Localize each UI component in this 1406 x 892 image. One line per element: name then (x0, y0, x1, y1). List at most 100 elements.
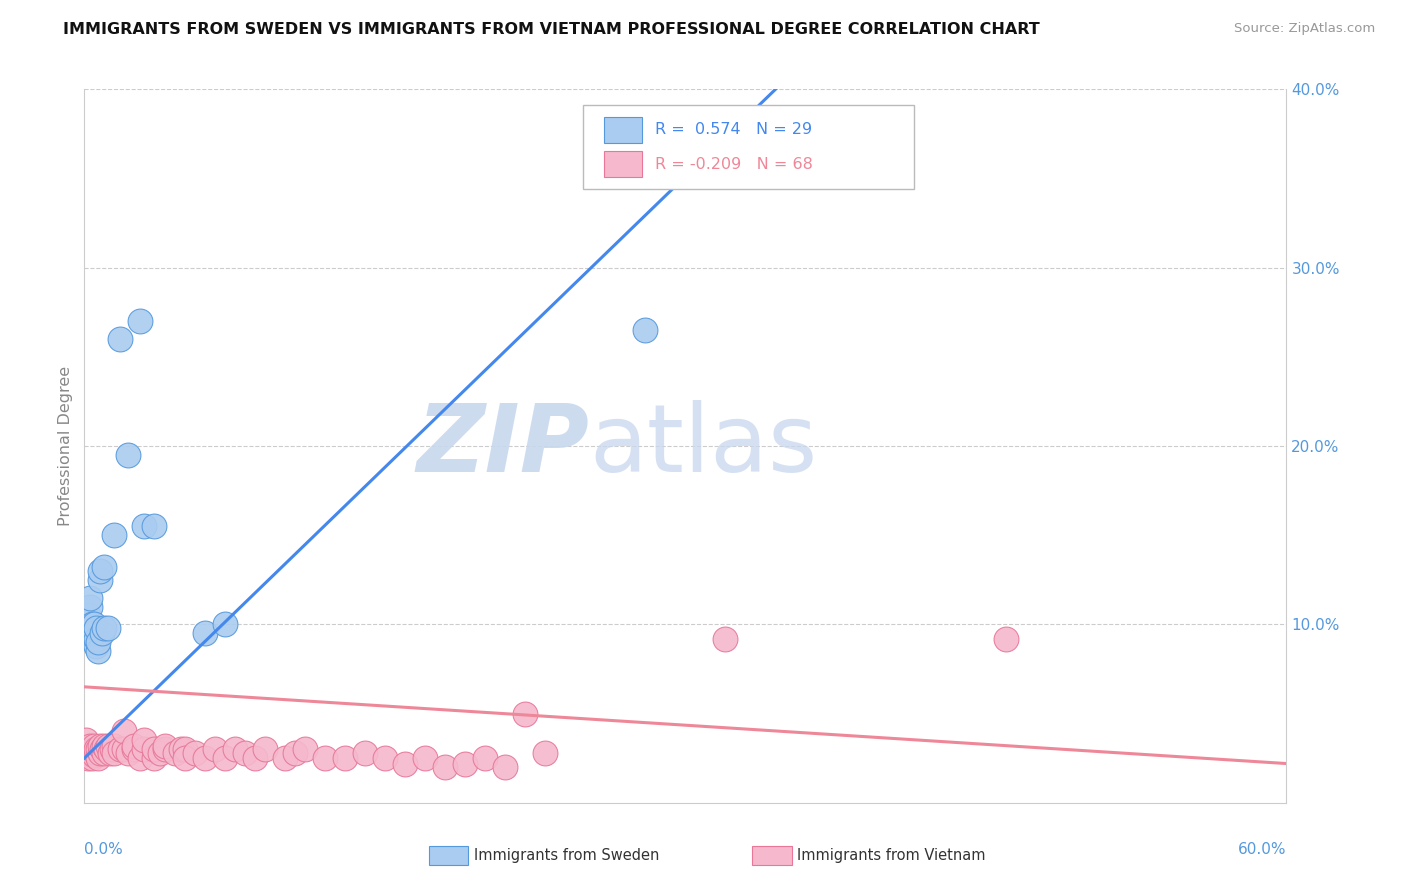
Point (214, 617, 236, 632)
Bar (603, 152, 643, 177)
Point (97, 621, 120, 635)
Point (110, 332, 132, 346)
Point (79, 739, 101, 753)
Point (75, 733, 97, 747)
Point (97, 739, 120, 753)
Point (333, 751, 356, 765)
Point (474, 751, 496, 765)
Text: Immigrants from Sweden: Immigrants from Sweden (474, 848, 659, 863)
Point (169, 742, 191, 756)
Point (93, 560, 115, 574)
Point (153, 742, 176, 756)
Point (214, 751, 236, 765)
Point (163, 746, 186, 760)
Point (100, 746, 122, 760)
Point (83, 617, 105, 632)
Point (274, 751, 297, 765)
Point (79, 599, 101, 614)
Point (173, 751, 195, 765)
Point (79, 742, 101, 756)
Point (284, 746, 307, 760)
Point (183, 746, 205, 760)
Point (87, 644, 110, 658)
Point (515, 706, 537, 721)
Text: Immigrants from Vietnam: Immigrants from Vietnam (797, 848, 986, 863)
Point (86, 632, 108, 646)
Point (83, 635, 105, 649)
Point (204, 742, 226, 756)
Point (394, 756, 416, 771)
Point (77, 751, 100, 765)
Point (86, 742, 108, 756)
Point (77, 608, 100, 623)
Text: 0.0%: 0.0% (84, 842, 124, 857)
Point (995, 632, 1018, 646)
Point (79, 591, 101, 605)
Point (434, 760, 457, 774)
Point (153, 739, 176, 753)
Point (87, 751, 110, 765)
Point (714, 632, 737, 646)
Point (114, 724, 135, 739)
Point (117, 448, 139, 462)
Point (110, 742, 132, 756)
Text: R = -0.209   N = 68: R = -0.209 N = 68 (655, 157, 813, 171)
Point (124, 742, 146, 756)
Point (194, 751, 217, 765)
Point (86, 746, 108, 760)
Point (103, 528, 125, 542)
Point (93, 621, 115, 635)
Point (143, 742, 166, 756)
Text: 60.0%: 60.0% (1239, 842, 1286, 857)
Point (77, 623, 100, 637)
Text: ZIP: ZIP (416, 400, 589, 492)
Point (129, 751, 152, 765)
Point (89, 573, 111, 587)
Text: R =  0.574   N = 29: R = 0.574 N = 29 (655, 122, 813, 137)
Point (86, 621, 108, 635)
Point (93, 739, 115, 753)
Point (314, 751, 336, 765)
Point (83, 747, 105, 762)
Point (117, 746, 139, 760)
Point (134, 733, 156, 747)
Point (77, 742, 100, 756)
Point (91, 742, 114, 756)
Point (87, 742, 110, 756)
Point (354, 746, 377, 760)
Point (114, 742, 135, 756)
Point (494, 760, 516, 774)
Point (233, 746, 256, 760)
Point (454, 756, 477, 771)
Point (413, 751, 436, 765)
Point (634, 323, 657, 337)
Point (82, 751, 104, 765)
Point (534, 746, 557, 760)
Text: Source: ZipAtlas.com: Source: ZipAtlas.com (1234, 22, 1375, 36)
Point (82, 617, 104, 632)
FancyBboxPatch shape (583, 105, 914, 189)
Point (224, 742, 246, 756)
Point (89, 564, 111, 578)
Point (103, 746, 125, 760)
Point (89, 739, 111, 753)
Point (96, 742, 118, 756)
Point (83, 739, 105, 753)
Point (173, 742, 195, 756)
Point (82, 746, 104, 760)
Point (101, 742, 124, 756)
Point (129, 314, 152, 328)
Point (89, 746, 111, 760)
Point (374, 751, 396, 765)
Point (75, 742, 97, 756)
Text: IMMIGRANTS FROM SWEDEN VS IMMIGRANTS FROM VIETNAM PROFESSIONAL DEGREE CORRELATIO: IMMIGRANTS FROM SWEDEN VS IMMIGRANTS FRO… (63, 22, 1040, 37)
Point (243, 751, 266, 765)
Point (124, 739, 146, 753)
Text: atlas: atlas (589, 400, 817, 492)
Point (83, 742, 105, 756)
Point (91, 626, 114, 640)
Point (134, 742, 156, 756)
Point (86, 639, 108, 653)
Point (143, 519, 166, 533)
Point (294, 742, 316, 756)
